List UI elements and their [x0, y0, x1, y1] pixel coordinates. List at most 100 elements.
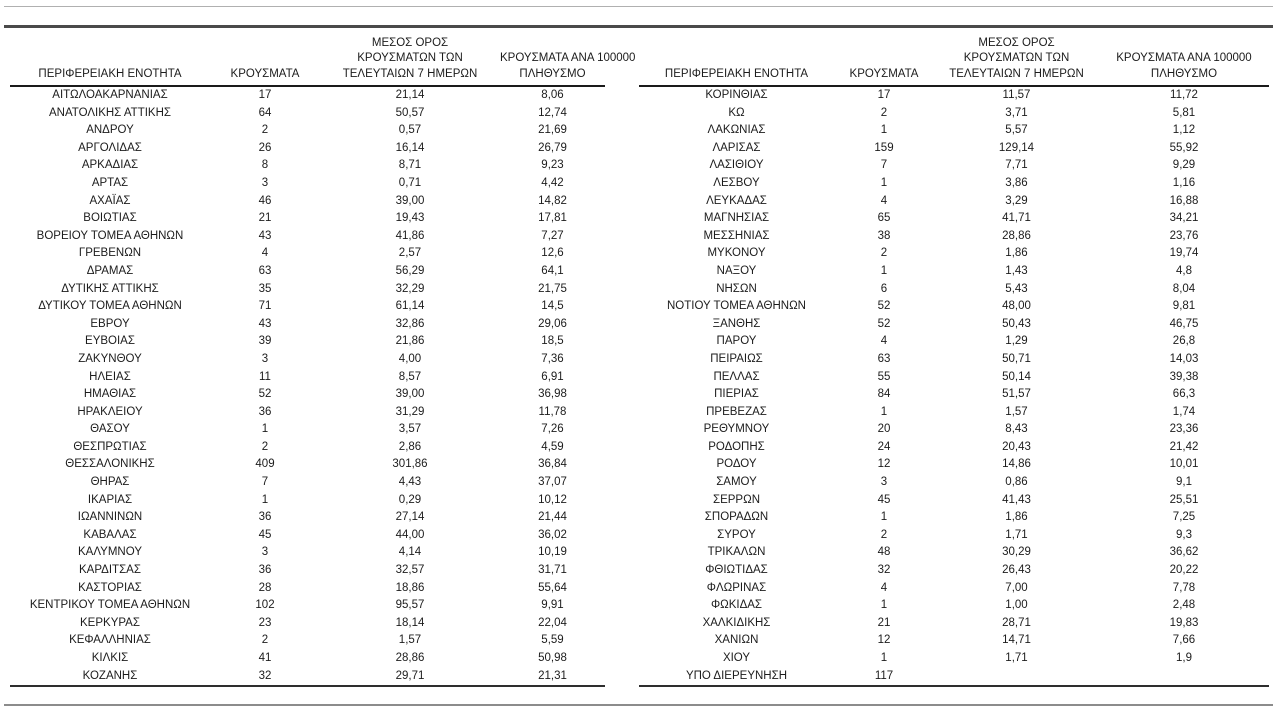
cases-value: 1: [880, 511, 888, 524]
col-header-cases: ΚΡΟΥΣΜΑΤΑ: [210, 28, 320, 87]
avg7-value: 50,71: [1002, 352, 1031, 365]
col-header-per100k: ΚΡΟΥΣΜΑΤΑ ΑΝΑ 100000 ΠΛΗΘΥΣΜΟ: [500, 28, 635, 87]
cases-value: 1: [880, 176, 888, 189]
cases-value: 23: [258, 616, 272, 629]
region-name: ΗΜΑΘΙΑΣ: [83, 388, 137, 401]
table-row: ΠΑΡΟΥ 4 1,29 26,8: [639, 333, 1269, 351]
avg7-value: 1,57: [398, 634, 422, 647]
table-row: ΛΕΥΚΑΔΑΣ 4 3,29 16,88: [639, 193, 1269, 211]
cases-value: 45: [258, 528, 272, 541]
col-header-per100k-line2: ΠΛΗΘΥΣΜΟ: [1150, 67, 1218, 80]
region-name: ΘΗΡΑΣ: [90, 476, 130, 489]
table-row: ΣΑΜΟΥ 3 0,86 9,1: [639, 474, 1269, 492]
per100k-value: 36,84: [538, 458, 567, 471]
region-name: ΙΚΑΡΙΑΣ: [87, 493, 133, 506]
table-row: ΛΑΣΙΘΙΟΥ 7 7,71 9,29: [639, 157, 1269, 175]
avg7-value: 50,14: [1002, 370, 1031, 383]
per100k-value: 26,8: [1172, 335, 1196, 348]
cases-value: 43: [258, 229, 272, 242]
region-name: ΡΟΔΟΠΗΣ: [708, 440, 765, 453]
avg7-value: 5,43: [1005, 282, 1028, 295]
avg7-value: 8,57: [398, 370, 422, 383]
table-row: ΑΧΑΪΑΣ 46 39,00 14,82: [10, 193, 605, 211]
region-name: ΚΑΒΑΛΑΣ: [83, 528, 137, 541]
per100k-value: 22,04: [538, 616, 567, 629]
cases-value: 17: [258, 89, 272, 101]
avg7-value: 51,57: [1002, 388, 1031, 401]
avg7-value: 8,71: [398, 159, 422, 172]
region-name: ΚΑΣΤΟΡΙΑΣ: [78, 581, 142, 594]
table-row: ΡΟΔΟΠΗΣ 24 20,43 21,42: [639, 439, 1269, 457]
region-name: ΧΙΟΥ: [722, 652, 751, 664]
per100k-value: 5,81: [1172, 106, 1196, 119]
table-row: ΜΥΚΟΝΟΥ 2 1,86 19,74: [639, 245, 1269, 263]
region-name: ΠΙΕΡΙΑΣ: [714, 388, 759, 401]
col-header-avg7-line2: ΚΡΟΥΣΜΑΤΩΝ ΤΩΝ: [963, 52, 1070, 64]
per100k-value: 2,48: [1172, 599, 1196, 612]
region-name: ΙΩΑΝΝΙΝΩΝ: [77, 511, 143, 524]
per100k-value: 1,9: [1176, 652, 1192, 664]
cases-value: 1: [880, 124, 888, 137]
table-row: ΦΘΙΩΤΙΔΑΣ 32 26,43 20,22: [639, 562, 1269, 580]
per100k-value: 12,74: [538, 106, 567, 119]
per100k-value: 39,38: [1169, 370, 1199, 383]
per100k-value: 10,01: [1169, 458, 1199, 471]
avg7-value: 3,71: [1005, 106, 1028, 119]
cases-value: 48: [877, 546, 891, 559]
avg7-value: 129,14: [998, 141, 1035, 154]
per100k-value: 21,31: [538, 669, 567, 682]
cases-value: 2: [880, 247, 888, 260]
table-row: ΒΟΡΕΙΟΥ ΤΟΜΕΑ ΑΘΗΝΩΝ 43 41,86 7,27: [10, 228, 605, 246]
avg7-value: 50,57: [395, 106, 425, 119]
region-name: ΑΡΚΑΔΙΑΣ: [81, 159, 139, 172]
avg7-value: 1,86: [1005, 511, 1028, 524]
avg7-value: 28,86: [1002, 229, 1031, 242]
table-row: ΘΕΣΣΑΛΟΝΙΚΗΣ 409 301,86 36,84: [10, 456, 605, 474]
avg7-value: 21,14: [395, 89, 425, 101]
avg7-value: 39,00: [395, 194, 425, 207]
region-name: ΦΩΚΙΔΑΣ: [710, 599, 763, 612]
avg7-value: 1,43: [1005, 264, 1028, 277]
region-name: ΚΑΛΥΜΝΟΥ: [78, 546, 142, 559]
per100k-value: 21,69: [538, 124, 567, 137]
per100k-value: 5,59: [541, 634, 564, 647]
cases-value: 28: [258, 581, 272, 594]
avg7-value: 56,29: [395, 264, 425, 277]
avg7-value: 3,57: [398, 423, 422, 436]
avg7-value: 4,43: [398, 476, 422, 489]
region-name: ΑΧΑΪΑΣ: [89, 194, 131, 207]
cases-value: 117: [874, 669, 894, 682]
region-name: ΖΑΚΥΝΘΟΥ: [78, 352, 142, 365]
avg7-value: 21,86: [395, 335, 425, 348]
region-name: ΜΑΓΝΗΣΙΑΣ: [703, 212, 770, 225]
avg7-value: 26,43: [1002, 564, 1031, 577]
table-row: ΓΡΕΒΕΝΩΝ 4 2,57 12,6: [10, 245, 605, 263]
avg7-value: 32,57: [395, 564, 425, 577]
per100k-value: 46,75: [1169, 317, 1199, 330]
cases-value: 12: [877, 458, 891, 471]
per100k-value: 66,3: [1172, 388, 1196, 401]
region-name: ΠΡΕΒΕΖΑΣ: [706, 405, 767, 418]
cases-value: 409: [255, 458, 275, 471]
per100k-value: 10,12: [538, 493, 567, 506]
table-row: ΑΡΤΑΣ 3 0,71 4,42: [10, 175, 605, 193]
cases-value: 41: [258, 652, 272, 664]
page-top-rule: [4, 6, 1273, 7]
avg7-value: 4,00: [398, 352, 422, 365]
table-row: ΡΟΔΟΥ 12 14,86 10,01: [639, 456, 1269, 474]
table-row: ΜΑΓΝΗΣΙΑΣ 65 41,71 34,21: [639, 210, 1269, 228]
region-name: ΗΡΑΚΛΕΙΟΥ: [77, 405, 143, 418]
per100k-value: 9,3: [1176, 528, 1192, 541]
region-name: ΑΝΑΤΟΛΙΚΗΣ ΑΤΤΙΚΗΣ: [48, 106, 171, 119]
cases-value: 1: [880, 652, 888, 664]
table-row: ΚΑΛΥΜΝΟΥ 3 4,14 10,19: [10, 544, 605, 562]
region-name: ΝΗΣΩΝ: [716, 282, 757, 295]
table-row: ΒΟΙΩΤΙΑΣ 21 19,43 17,81: [10, 210, 605, 228]
per100k-value: 18,5: [541, 335, 564, 348]
per100k-value: 14,5: [541, 300, 564, 313]
table-row: ΛΑΡΙΣΑΣ 159 129,14 55,92: [639, 140, 1269, 158]
per100k-value: 9,29: [1172, 159, 1196, 172]
per100k-value: 12,6: [541, 247, 564, 260]
table-row: ΚΑΒΑΛΑΣ 45 44,00 36,02: [10, 527, 605, 545]
cases-value: 64: [258, 106, 272, 119]
